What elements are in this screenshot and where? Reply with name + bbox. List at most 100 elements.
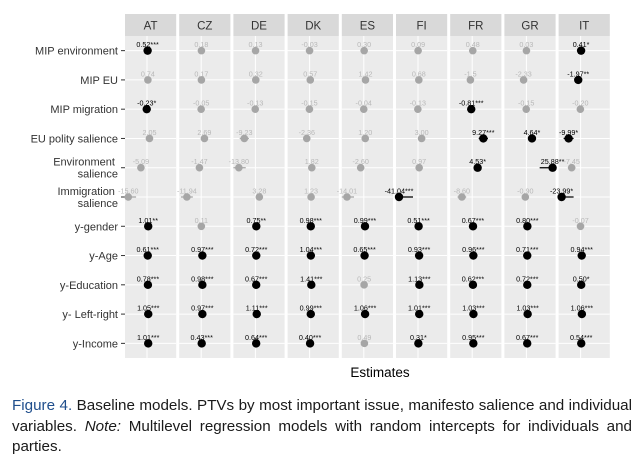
estimate-label: 0.98*** [191, 274, 214, 283]
estimate-point [360, 339, 369, 348]
estimate-point [143, 280, 153, 290]
estimate-point [479, 134, 488, 143]
estimate-label: 3.00 [415, 128, 429, 137]
estimate-point [252, 280, 261, 290]
panel-strip [341, 14, 393, 36]
row-label: EU polity salience [31, 133, 118, 145]
panel-strip-label: DE [251, 21, 267, 33]
panel-strip-label: DK [305, 21, 321, 33]
estimate-point [577, 339, 586, 348]
estimate-point [567, 163, 576, 172]
estimate-label: 0.57 [303, 69, 317, 78]
estimate-point [306, 76, 315, 84]
estimate-label: 0.99*** [354, 216, 377, 225]
estimate-label: 1.03*** [462, 304, 485, 313]
caption-text-b: Multilevel regression models with random… [12, 417, 632, 456]
estimate-label: 0.68 [412, 69, 426, 78]
estimate-label: 0.41* [573, 40, 590, 49]
estimate-point [467, 104, 476, 114]
row-label: y-Education [60, 280, 118, 292]
estimate-label: 1.82 [305, 157, 319, 166]
estimate-point [198, 280, 207, 290]
estimate-point [359, 105, 368, 113]
estimate-label: 0.71*** [516, 245, 539, 254]
estimate-point [255, 193, 264, 201]
estimate-label: 1.13*** [408, 274, 431, 283]
estimate-point [527, 134, 537, 143]
estimate-point [414, 339, 423, 348]
estimate-label: 1.03*** [516, 304, 539, 313]
estimate-label: 0.52*** [136, 40, 159, 49]
estimate-label: -5.09 [133, 157, 149, 166]
estimate-label: 0.75** [247, 216, 267, 225]
estimate-point [577, 280, 586, 290]
panel-strip [179, 14, 231, 36]
estimate-label: -2.36 [299, 128, 315, 137]
estimate-label: 0.78*** [137, 274, 160, 283]
panel-strip-label: CZ [197, 21, 212, 33]
estimate-label: 25.88** [541, 157, 565, 166]
estimate-label: 1.01** [138, 216, 158, 225]
estimate-point [360, 309, 370, 319]
estimate-point [414, 46, 422, 55]
estimate-point [305, 105, 314, 113]
estimate-point [577, 309, 587, 319]
estimate-point [468, 280, 478, 290]
estimate-label: 0.03 [519, 40, 533, 49]
estimate-point [306, 251, 316, 260]
panel-strip-label: FR [468, 21, 483, 33]
estimate-point [144, 309, 153, 319]
estimate-point [307, 193, 315, 201]
estimate-point [523, 222, 532, 231]
panel-strip [233, 14, 285, 36]
estimate-label: -9.99* [559, 128, 578, 137]
estimate-label: -0.90 [517, 187, 533, 196]
estimate-label: -0.81*** [459, 99, 484, 108]
estimate-point [343, 193, 351, 201]
estimate-point [522, 105, 531, 113]
estimate-label: 0.67*** [516, 333, 539, 342]
estimate-label: -0.13 [247, 99, 263, 108]
estimate-label: 0.13 [249, 40, 263, 49]
estimate-point [473, 163, 482, 172]
estimate-point [523, 309, 532, 319]
estimate-point [576, 46, 586, 55]
estimate-point [144, 339, 153, 348]
estimate-label: 0.96*** [462, 245, 485, 254]
estimate-point [415, 163, 423, 172]
row-label: y- Left-right [62, 309, 118, 321]
estimate-point [144, 222, 153, 231]
row-label: Immigration salience [57, 186, 118, 210]
estimate-point [251, 105, 260, 113]
estimate-label: -11.94 [177, 187, 197, 196]
estimate-point [414, 105, 422, 113]
row-label: MIP migration [50, 104, 118, 116]
estimate-point [252, 309, 261, 319]
estimate-point [521, 193, 530, 201]
row-label: y-Age [89, 251, 118, 263]
panel-strip-label: GR [521, 21, 538, 33]
estimate-point [576, 222, 585, 231]
estimate-point [548, 163, 557, 172]
estimate-point [458, 193, 466, 201]
estimate-label: 0.97 [412, 157, 426, 166]
estimate-label: 0.49 [357, 333, 371, 342]
estimate-label: -15.60 [118, 187, 138, 196]
row-label: Environment salience [53, 157, 118, 181]
estimate-point [197, 222, 206, 231]
estimate-point [361, 134, 370, 143]
panel-strip-label: FI [416, 21, 426, 33]
estimate-point [240, 134, 249, 143]
estimate-label: -1.97** [567, 69, 589, 78]
estimate-label: 1.06*** [571, 304, 594, 313]
estimate-point [360, 281, 368, 289]
estimate-label: 4.64* [524, 128, 541, 137]
estimate-label: -2.33 [515, 69, 531, 78]
estimate-label: 1.41*** [300, 274, 323, 283]
estimate-label: -0.23* [137, 99, 156, 108]
estimate-label: 2.05 [142, 128, 156, 137]
panel-strip [396, 14, 448, 36]
estimate-point [468, 46, 477, 55]
estimate-label: 0.97*** [191, 304, 214, 313]
estimate-point [468, 222, 478, 231]
